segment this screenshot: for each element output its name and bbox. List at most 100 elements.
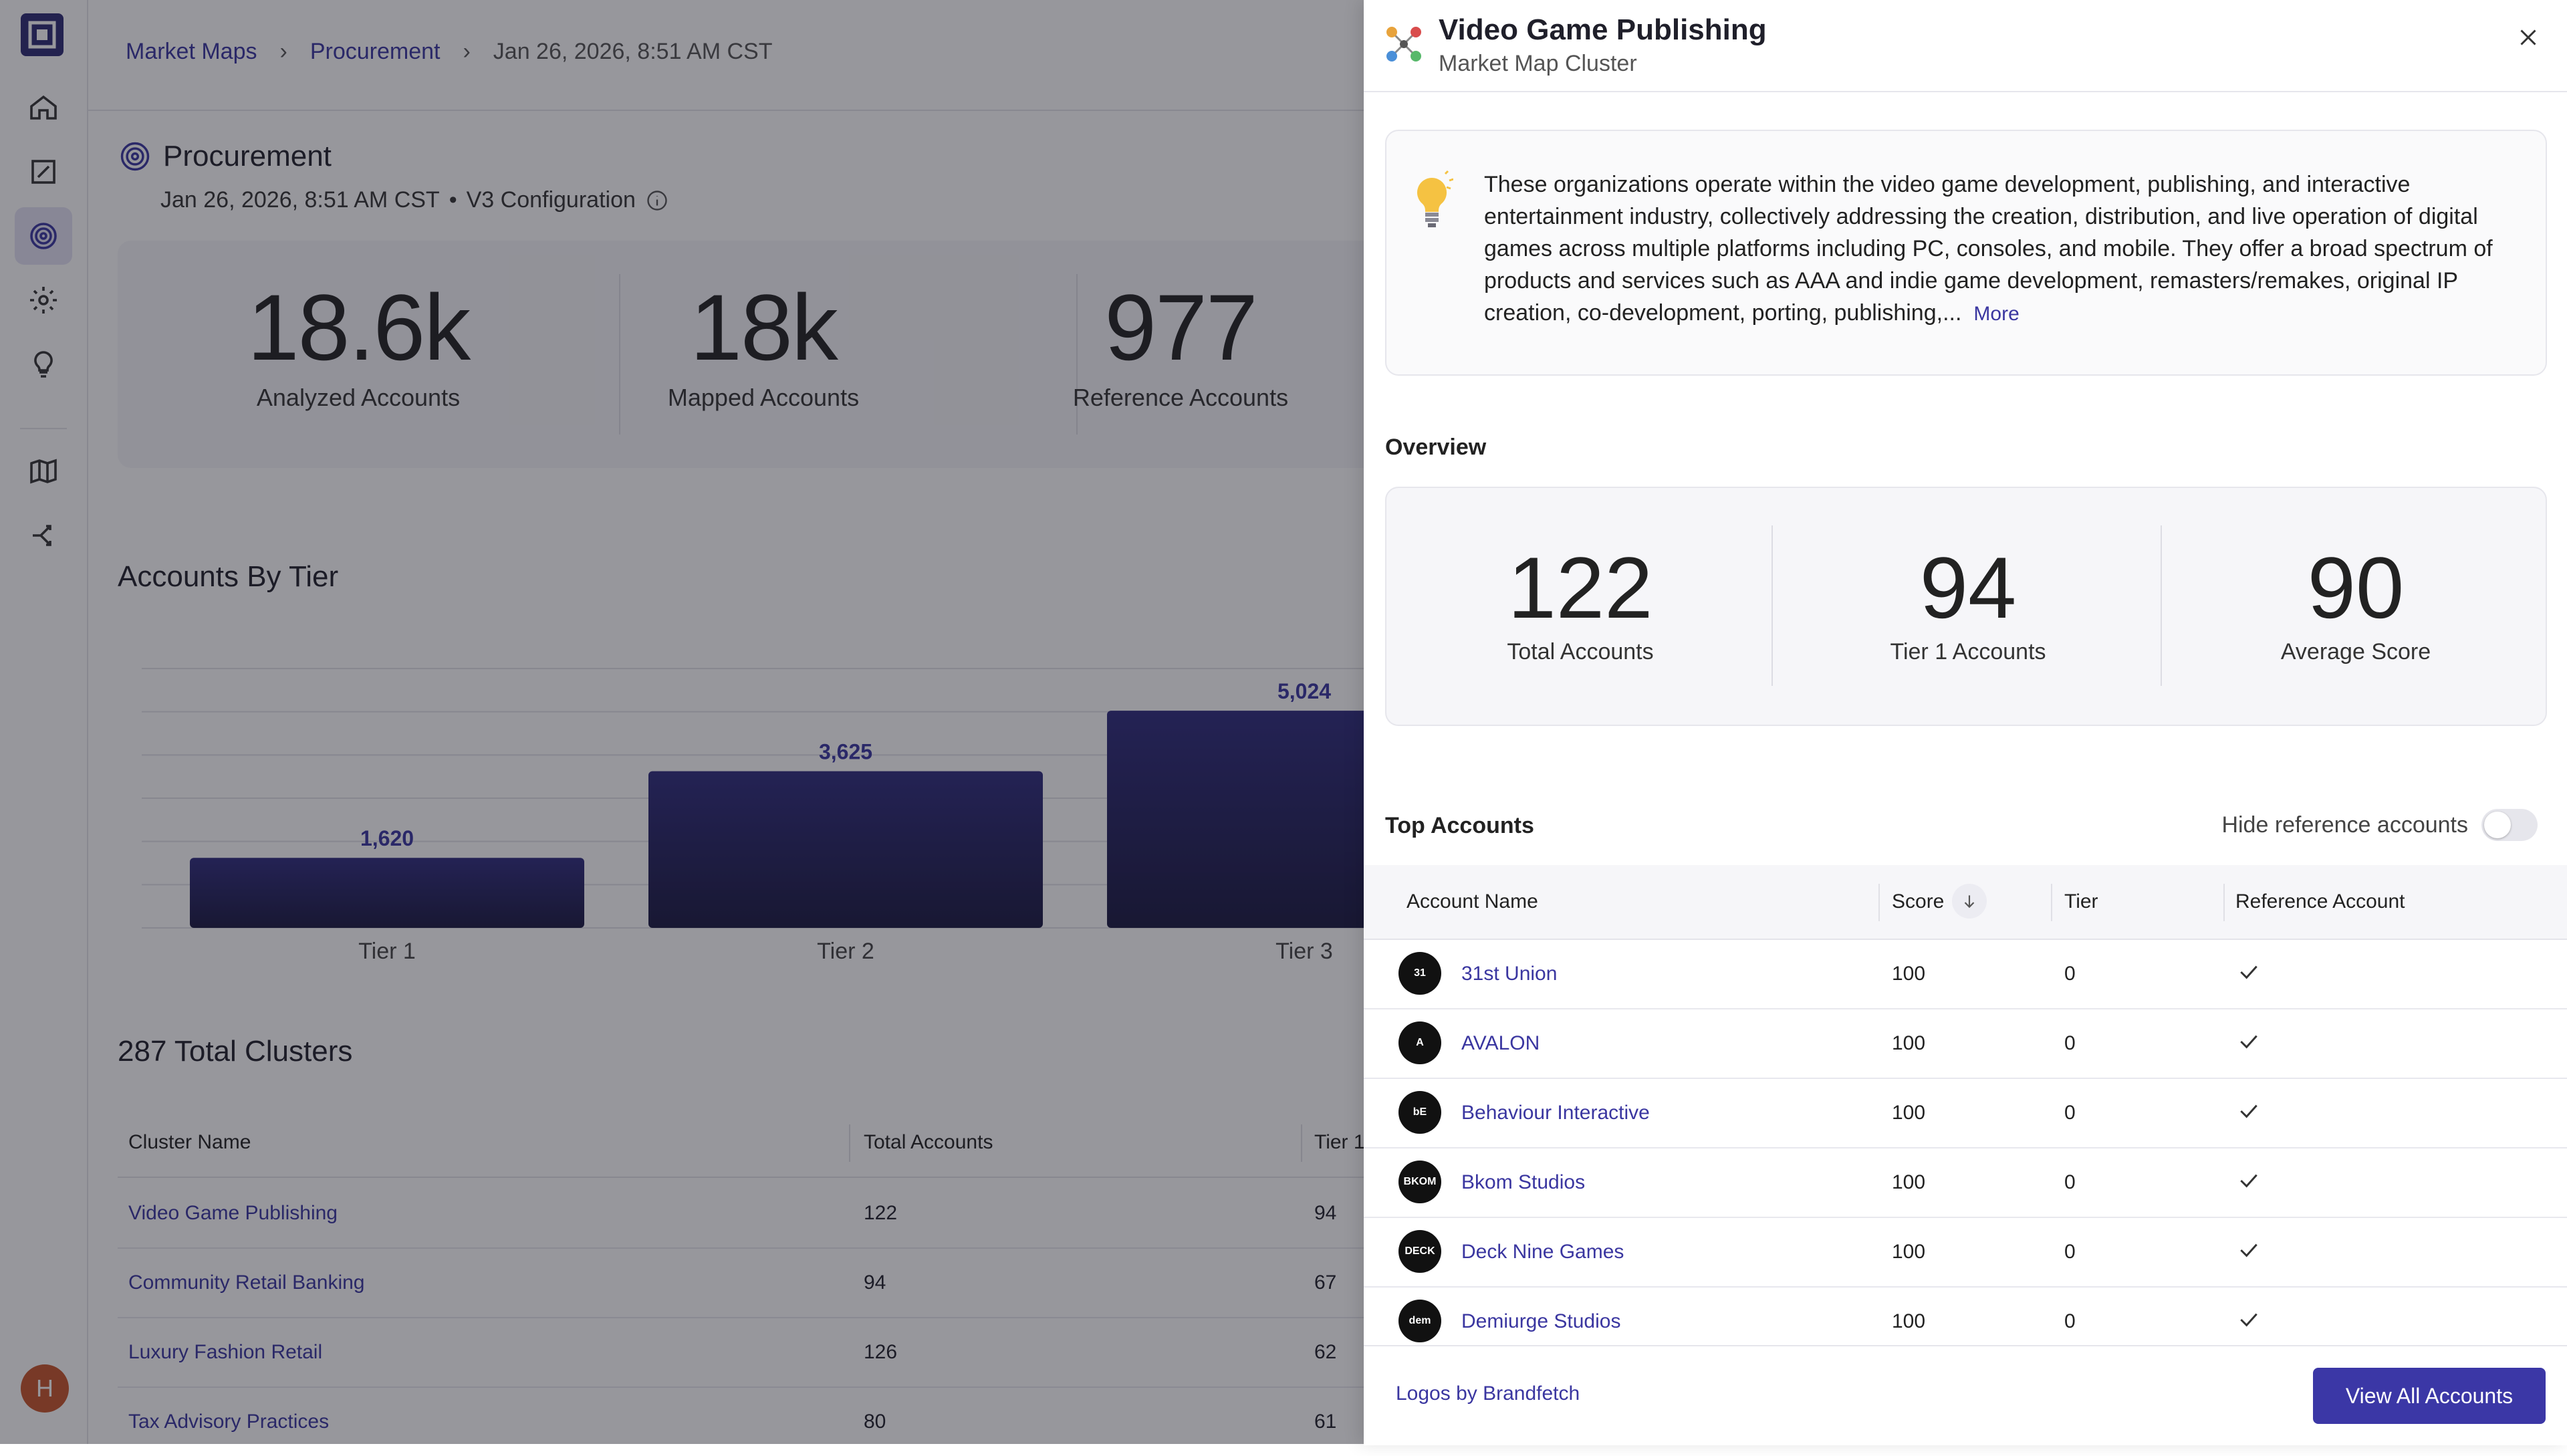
page-title: Procurement [118, 139, 332, 174]
account-name-link[interactable]: Bkom Studios [1461, 1171, 1586, 1193]
account-logo: 31 [1398, 952, 1441, 995]
breadcrumb-market-maps[interactable]: Market Maps [126, 39, 257, 64]
table-row[interactable]: Tax Advisory Practices 80 61 [118, 1386, 1521, 1456]
table-row[interactable]: Luxury Fashion Retail 126 62 [118, 1317, 1521, 1388]
cluster-name-link[interactable]: Tax Advisory Practices [128, 1411, 330, 1433]
cluster-name-link[interactable]: Luxury Fashion Retail [128, 1341, 323, 1363]
stat-value: 94 [1919, 539, 2017, 636]
stat-mapped: 18k Mapped Accounts [563, 281, 964, 412]
stat-divider [1771, 525, 1773, 686]
avatar[interactable]: H [21, 1364, 69, 1413]
stat-value: 18.6k [247, 275, 471, 380]
account-logo: A [1398, 1021, 1441, 1064]
map-book-icon[interactable] [15, 443, 72, 500]
hide-reference-toggle[interactable] [2481, 809, 2538, 841]
stat-label: Average Score [2280, 639, 2431, 664]
stat-divider [2161, 525, 2162, 686]
account-score: 100 [1892, 1102, 1926, 1124]
cluster-total: 80 [864, 1411, 886, 1433]
checkmark-icon [2240, 1104, 2257, 1118]
chevron-right-icon: › [279, 39, 287, 64]
cluster-total: 122 [864, 1202, 898, 1224]
col-divider [2051, 884, 2052, 921]
description-card: These organizations operate within the v… [1385, 130, 2547, 376]
gear-icon[interactable] [15, 271, 72, 329]
overview-tier1-accounts: 94 Tier 1 Accounts [1781, 544, 2155, 665]
view-all-accounts-button[interactable]: View All Accounts [2313, 1368, 2546, 1424]
col-account-name[interactable]: Account Name [1407, 890, 1538, 913]
stats-card: 18.6k Analyzed Accounts 18k Mapped Accou… [118, 241, 1521, 468]
cluster-name-link[interactable]: Video Game Publishing [128, 1202, 338, 1224]
home-icon[interactable] [15, 79, 72, 136]
sort-desc-icon[interactable] [1952, 884, 1987, 919]
branch-icon[interactable] [15, 507, 72, 564]
chevron-right-icon: › [463, 39, 471, 64]
breadcrumb-procurement[interactable]: Procurement [310, 39, 441, 64]
cluster-total: 126 [864, 1341, 898, 1363]
table-row[interactable]: bE Behaviour Interactive 100 0 [1364, 1078, 2567, 1148]
stat-divider [1076, 274, 1078, 435]
hide-reference-control: Hide reference accounts [2221, 809, 2538, 841]
stat-analyzed: 18.6k Analyzed Accounts [158, 281, 559, 412]
stat-divider [619, 274, 620, 435]
checkmark-icon [2240, 1313, 2257, 1327]
col-score[interactable]: Score [1892, 890, 1945, 913]
target-rings-icon[interactable] [15, 207, 72, 265]
table-row[interactable]: DECK Deck Nine Games 100 0 [1364, 1217, 2567, 1288]
account-tier: 0 [2064, 963, 2076, 985]
brand-logo-icon[interactable] [21, 13, 64, 56]
chart-tick-label: Tier 1 [358, 939, 416, 964]
brandfetch-link[interactable]: Logos by Brandfetch [1396, 1382, 1580, 1405]
stat-label: Reference Accounts [1072, 384, 1289, 411]
checkmark-icon [2240, 1243, 2257, 1257]
cluster-nodes-icon [1386, 27, 1421, 62]
account-name-link[interactable]: 31st Union [1461, 963, 1558, 985]
account-score: 100 [1892, 1241, 1926, 1263]
info-icon[interactable] [645, 189, 669, 213]
top-accounts-label: Top Accounts [1385, 813, 1534, 838]
chart-data-label: 3,625 [819, 740, 872, 764]
col-tier[interactable]: Tier [2064, 890, 2098, 913]
account-name-link[interactable]: Deck Nine Games [1461, 1241, 1624, 1263]
close-icon[interactable] [2510, 19, 2547, 56]
table-row[interactable]: 31 31st Union 100 0 [1364, 939, 2567, 1009]
cluster-tier1: 94 [1314, 1202, 1337, 1224]
account-score: 100 [1892, 963, 1926, 985]
lightbulb-icon[interactable] [15, 336, 72, 393]
col-reference-account[interactable]: Reference Account [2235, 890, 2405, 913]
account-tier: 0 [2064, 1171, 2076, 1193]
table-row[interactable]: A AVALON 100 0 [1364, 1008, 2567, 1079]
col-cluster-name[interactable]: Cluster Name [128, 1131, 251, 1153]
account-score: 100 [1892, 1032, 1926, 1054]
chart-bar[interactable] [648, 771, 1043, 928]
drawer-subtitle: Market Map Cluster [1439, 51, 1637, 76]
account-name-link[interactable]: AVALON [1461, 1032, 1540, 1054]
hide-reference-label: Hide reference accounts [2221, 812, 2468, 838]
cluster-drawer: Video Game Publishing Market Map Cluster… [1364, 0, 2567, 1445]
cluster-tier1: 67 [1314, 1271, 1337, 1294]
table-row[interactable]: BKOM Bkom Studios 100 0 [1364, 1147, 2567, 1218]
config-label: V3 Configuration [466, 187, 636, 213]
table-row[interactable]: Community Retail Banking 94 67 [118, 1247, 1521, 1318]
more-link[interactable]: More [1973, 303, 2020, 325]
stat-value: 122 [1507, 539, 1653, 636]
description-text: These organizations operate within the v… [1484, 168, 2514, 330]
col-total-accounts[interactable]: Total Accounts [864, 1131, 993, 1153]
account-score: 100 [1892, 1310, 1926, 1332]
modal-backdrop[interactable] [0, 0, 1364, 1444]
account-name-link[interactable]: Behaviour Interactive [1461, 1102, 1650, 1124]
stat-label: Total Accounts [1507, 639, 1654, 664]
chart-tick-label: Tier 3 [1275, 939, 1333, 964]
edit-square-icon[interactable] [15, 143, 72, 201]
accounts-table-header: Account Name Score Tier Reference Accoun… [1364, 865, 2567, 940]
overview-label: Overview [1385, 435, 1487, 460]
toggle-knob [2484, 812, 2511, 838]
clusters-title: 287 Total Clusters [118, 1035, 353, 1068]
table-row[interactable]: Video Game Publishing 122 94 [118, 1178, 1521, 1249]
sidebar: H [0, 0, 88, 1444]
cluster-name-link[interactable]: Community Retail Banking [128, 1271, 365, 1294]
chart-bar[interactable] [190, 858, 584, 928]
stat-reference: 977 Reference Accounts [980, 281, 1381, 412]
account-name-link[interactable]: Demiurge Studios [1461, 1310, 1621, 1332]
checkmark-icon [2240, 1035, 2257, 1049]
